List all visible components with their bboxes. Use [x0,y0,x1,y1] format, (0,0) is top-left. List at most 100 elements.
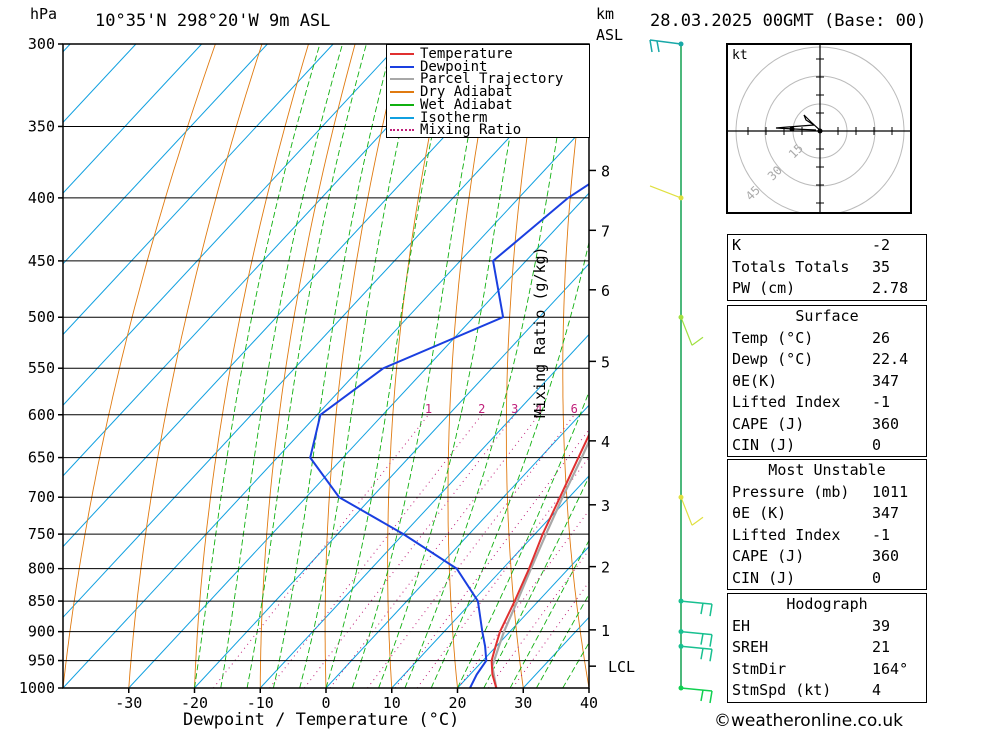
table-title: Hodograph [786,595,868,613]
plot-frame [62,43,590,689]
isotherm [63,121,589,688]
temperature-tick-label: -10 [247,694,274,712]
pressure-tick-label: 600 [28,406,55,424]
row-label: CAPE (J) [732,547,805,565]
wet-adiabat [194,44,321,688]
mixing-ratio-label: 10 [614,402,628,416]
mixing-ratio-label: 3 [511,402,518,416]
dewpoint-line [309,183,589,688]
location-title: 10°35'N 298°20'W 9m ASL [95,11,331,31]
legend-swatch [390,53,414,55]
mixing-ratio-line [367,414,575,688]
isotherm [63,44,531,548]
height-tick-label: 2 [601,559,610,577]
pressure-tick-label: 550 [28,359,55,377]
table-row: Totals Totals 35 [728,257,926,279]
legend-swatch [390,116,414,119]
row-value: -1 [872,525,891,544]
legend-label: Dewpoint [420,58,488,75]
legend-item: Dry Adiabat [390,84,513,101]
height-tick-label: 1 [601,622,610,640]
temperature-tick-label: -30 [115,694,142,712]
table-row: StmDir 164° [728,659,926,681]
row-label: CIN (J) [732,436,796,454]
legend-item: Wet Adiabat [390,98,513,112]
row-value: 360 [872,414,900,433]
mixing-ratio-line [416,456,589,688]
row-value: 347 [872,371,900,390]
dry-adiabat [562,44,589,688]
table-row: Dewp (°C) 22.4 [728,349,926,371]
row-label: StmDir [732,659,787,678]
table-row: CAPE (J) 360 [728,414,926,436]
wet-adiabat [351,44,488,688]
wet-adiabat [220,44,343,688]
dry-adiabat [671,44,721,688]
row-value: 360 [872,547,900,565]
mixing-ratio-label: 4 [535,402,542,416]
legend-item: Isotherm [390,111,487,125]
legend-label: Dry Adiabat [420,84,513,101]
table-row: CIN (J) 0 [728,435,926,457]
mixing-ratio-label: 1 [425,402,432,416]
isotherm [325,404,589,688]
mixing-ratio-axis-title: Mixing Ratio (g/kg) [531,246,549,418]
asl-unit-label: ASL [596,26,624,44]
wet-adiabat [246,44,367,688]
row-label: Temp (°C) [732,328,814,347]
row-value: 347 [872,504,900,522]
pressure-tick-label: 350 [28,118,55,136]
row-value: 21 [872,638,891,656]
pressure-tick-label: 700 [28,488,55,506]
pressure-tick-label: 450 [28,252,55,270]
row-value: 0 [872,436,882,454]
legend-swatch [390,91,414,94]
wind-barb [678,598,713,617]
legend-label: Parcel Trajectory [420,71,564,88]
isotherm [63,50,589,619]
wet-adiabat [299,44,421,688]
row-value: 39 [872,616,891,635]
table-row: SREH 21 [728,637,926,659]
pressure-tick-label: 900 [28,623,55,641]
table-row: K -2 [728,235,926,257]
indices-table: K -2 Totals Totals 35 PW (cm) 2.78 [727,234,927,301]
pressure-tick-label: 750 [28,525,55,543]
mixing-ratio-line [213,414,429,688]
mixing-ratio-label: 8 [597,402,604,416]
wet-adiabat [536,593,589,688]
temperature-tick-label: 30 [514,694,532,712]
hodograph: kt 15 30 45 [726,43,912,216]
legend-item: Mixing Ratio [390,123,521,137]
pressure-tick-label: 1000 [19,679,55,697]
row-value: 4 [872,681,882,699]
row-label: CIN (J) [732,568,796,587]
table-row: CAPE (J) 360 [728,546,926,568]
temperature-tick-label: 10 [383,694,401,712]
mixing-ratio-line [329,414,540,688]
wind-barb [678,685,713,704]
row-label: Lifted Index [732,393,841,411]
dry-adiabat [618,44,655,688]
wind-barb [678,643,713,662]
mixing-ratio-label: 6 [571,402,578,416]
wet-adiabat [272,44,393,688]
table-row: Temp (°C) 26 [728,328,926,350]
wet-adiabat [378,44,528,688]
dry-adiabat [387,44,449,688]
isotherm [128,192,589,688]
x-axis-title: Dewpoint / Temperature (°C) [183,710,460,730]
mixing-ratio-label: 25 [704,402,718,416]
pressure-tick-label: 650 [28,449,55,467]
legend-label: Temperature [420,46,513,62]
legend-swatch [390,103,414,106]
dry-adiabat [914,44,1000,688]
row-value: 35 [872,257,891,276]
wet-adiabat [430,240,589,688]
mixing-ratio-label: 20 [681,402,695,416]
row-value: -2 [872,236,891,254]
table-row: Lifted Index -1 [728,392,926,414]
legend-item: Dewpoint [390,58,488,75]
row-value: 0 [872,568,882,587]
